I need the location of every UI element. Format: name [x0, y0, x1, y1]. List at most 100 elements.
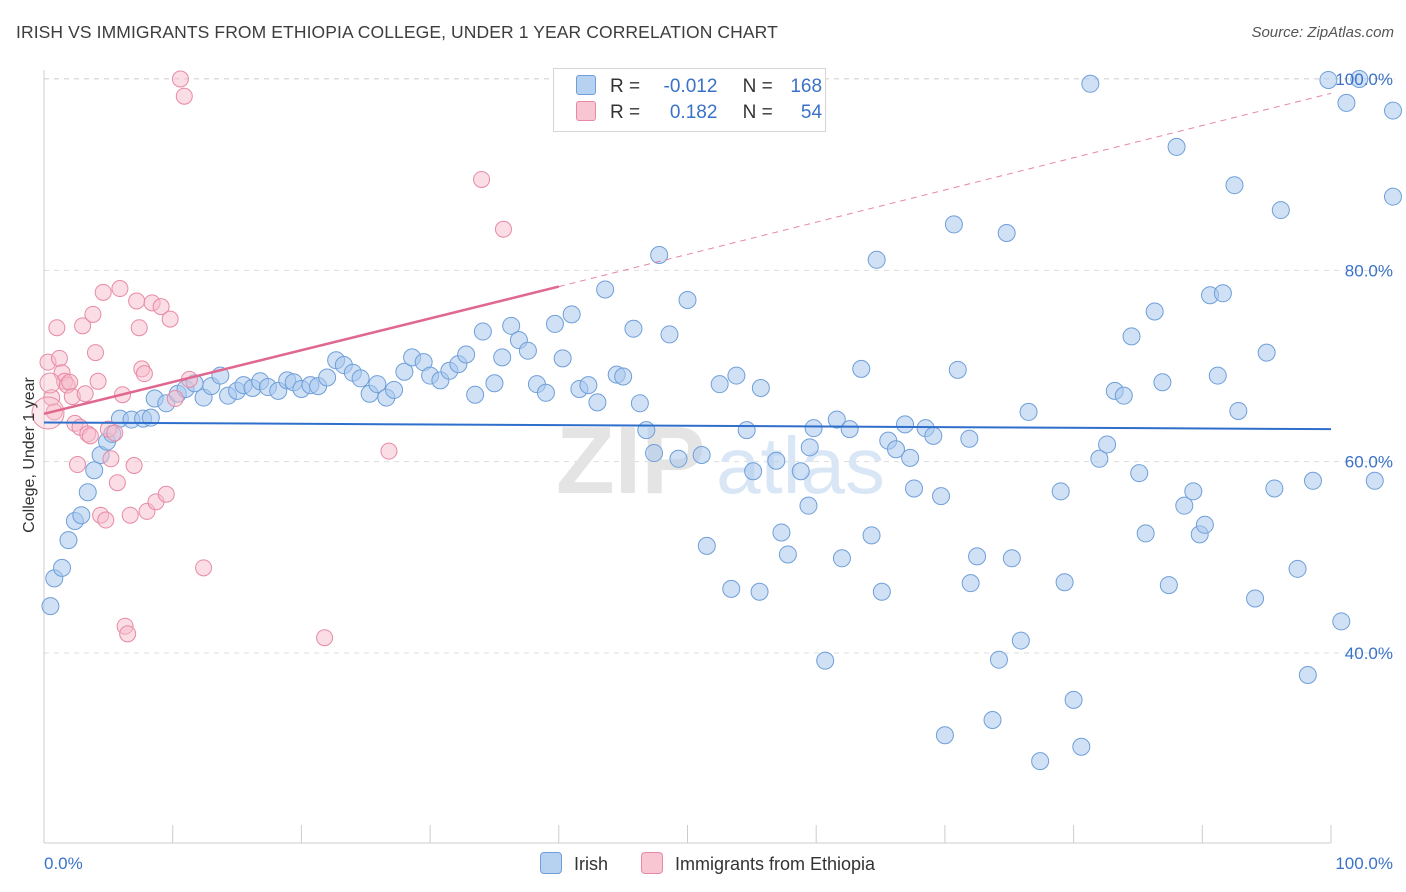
irish-point-160 [1384, 101, 1402, 120]
ethiopia-trend-line [43, 285, 560, 416]
chart-title: IRISH VS IMMIGRANTS FROM ETHIOPIA COLLEG… [16, 22, 778, 42]
legend-n-irish: 168 [790, 76, 823, 97]
irish-point-135 [1145, 302, 1164, 321]
irish-point-112 [948, 360, 967, 379]
irish-point-39 [351, 369, 370, 388]
irish-point-84 [744, 462, 763, 481]
legend-n-label: N = [742, 102, 773, 123]
irish-point-80 [710, 375, 729, 394]
ethiopia-point-44 [171, 70, 189, 88]
irish-point-44 [395, 362, 414, 381]
irish-point-88 [772, 523, 791, 542]
irish-point-137 [1159, 576, 1178, 595]
irish-point-113 [960, 429, 979, 448]
irish-point-85 [751, 379, 770, 398]
irish-point-139 [1175, 496, 1194, 515]
irish-point-92 [804, 419, 823, 438]
irish-point-99 [862, 526, 881, 545]
irish-point-7 [85, 461, 104, 480]
ethiopia-point-24 [102, 450, 120, 468]
y-tick-label-2: 60.0% [1345, 453, 1393, 472]
ethiopia-point-3 [48, 319, 66, 337]
legend-swatch-ethiopia [576, 101, 596, 121]
irish-point-145 [1213, 284, 1232, 303]
irish-point-87 [767, 451, 786, 470]
trend-lines [43, 92, 1332, 431]
ethiopia-point-43 [166, 390, 184, 408]
irish-point-124 [1055, 573, 1074, 592]
ethiopia-point-19 [89, 372, 107, 390]
irish-point-81 [722, 579, 741, 598]
ethiopia-point-34 [130, 319, 148, 337]
irish-point-132 [1122, 327, 1141, 346]
irish-point-120 [1011, 631, 1030, 650]
legend-r-label: R = [610, 102, 641, 123]
irish-point-140 [1184, 482, 1203, 501]
x-tick-label-max: 100.0% [1335, 854, 1393, 873]
ethiopia-point-22 [97, 511, 115, 529]
ethiopia-point-40 [152, 298, 170, 316]
irish-point-0 [41, 597, 60, 616]
irish-point-109 [932, 487, 951, 506]
irish-point-98 [852, 359, 871, 378]
irish-point-73 [650, 246, 669, 265]
legend-swatch-irish [540, 852, 562, 874]
ethiopia-point-50 [473, 170, 491, 188]
irish-point-61 [545, 314, 564, 333]
irish-point-93 [799, 496, 818, 515]
irish-point-74 [645, 444, 664, 463]
irish-point-67 [596, 280, 615, 299]
ethiopia-point-42 [161, 310, 179, 328]
irish-point-151 [1271, 201, 1290, 220]
series-legend: Irish Immigrants from Ethiopia [0, 852, 1406, 878]
legend-swatch-ethiopia [641, 852, 663, 874]
legend-item-irish: Irish [540, 852, 608, 875]
irish-point-114 [961, 574, 980, 593]
irish-point-138 [1167, 137, 1186, 156]
irish-point-100 [867, 250, 886, 269]
correlation-legend: R = -0.012 N = 168 R = 0.182 N = 54 [553, 68, 826, 132]
legend-swatch-irish [576, 75, 596, 95]
ethiopia-point-13 [74, 317, 92, 335]
irish-point-66 [588, 393, 607, 412]
legend-row-irish: R = -0.012 N = 168 [576, 75, 822, 101]
irish-point-86 [750, 582, 769, 601]
irish-point-94 [816, 651, 835, 670]
irish-point-161 [1384, 187, 1402, 206]
irish-point-131 [1114, 386, 1133, 405]
irish-point-53 [473, 322, 492, 341]
irish-point-129 [1098, 435, 1117, 454]
ethiopia-point-32 [125, 456, 143, 474]
axes [43, 70, 1332, 844]
irish-point-128 [1090, 449, 1109, 468]
irish-point-108 [924, 426, 943, 445]
legend-label-irish: Irish [574, 854, 609, 874]
irish-point-83 [737, 421, 756, 440]
irish-point-122 [1031, 752, 1050, 771]
irish-point-150 [1265, 479, 1284, 498]
irish-point-117 [989, 650, 1008, 669]
ethiopia-points [31, 70, 512, 647]
ethiopia-point-18 [86, 344, 104, 362]
grid-lines [44, 78, 1395, 654]
legend-r-ethiopia: 0.182 [669, 102, 718, 123]
irish-point-58 [518, 341, 537, 360]
irish-point-106 [905, 479, 924, 498]
legend-item-ethiopia: Immigrants from Ethiopia [641, 852, 875, 875]
irish-point-119 [1002, 549, 1021, 568]
irish-point-155 [1319, 70, 1338, 89]
y-tick-label-1: 80.0% [1345, 261, 1393, 280]
irish-point-63 [562, 305, 581, 324]
ethiopia-point-21 [94, 283, 112, 301]
irish-point-149 [1257, 343, 1276, 362]
irish-point-14 [141, 408, 160, 427]
irish-point-35 [318, 368, 337, 387]
irish-point-95 [827, 410, 846, 429]
irish-point-101 [872, 582, 891, 601]
irish-point-110 [935, 726, 954, 745]
irish-point-134 [1136, 524, 1155, 543]
ethiopia-point-8 [61, 373, 79, 391]
ethiopia-point-36 [135, 365, 153, 383]
irish-point-51 [457, 345, 476, 364]
